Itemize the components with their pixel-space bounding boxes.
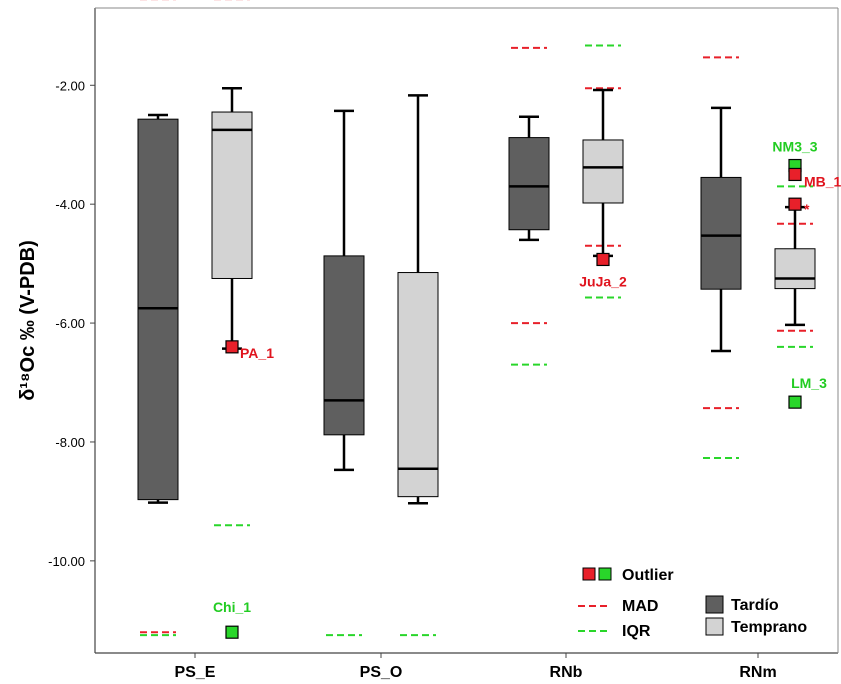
x-tick-label: PS_O (360, 664, 403, 681)
box-tardio (700, 176, 742, 290)
outlier-label: LM_3 (791, 375, 827, 391)
outlier-label: NM3_3 (772, 139, 817, 155)
outlier-point (788, 395, 802, 409)
y-tick-label: -10.00 (48, 554, 85, 569)
box-temprano (211, 111, 253, 279)
boxes (137, 87, 816, 505)
box-temprano (774, 248, 816, 290)
y-tick-label: -6.00 (55, 316, 85, 331)
x-tick-label: RNm (739, 664, 776, 681)
reference-lines (140, 0, 813, 637)
outlier-point (788, 167, 802, 182)
outlier-label: JuJa_2 (579, 273, 627, 289)
y-tick-label: -4.00 (55, 197, 85, 212)
outlier-point (225, 625, 239, 639)
outlier-label: * (804, 201, 810, 217)
box-temprano (397, 272, 439, 498)
outlier-label: PA_1 (240, 345, 274, 361)
x-tick-label: RNb (550, 664, 583, 681)
y-tick-label: -8.00 (55, 435, 85, 450)
legend-outlier-label: Outlier (622, 567, 674, 584)
axes: -2.00 -4.00 -6.00 -8.00 -10.00 δ¹⁸Oc ‰ (V-PDB… (17, 7, 839, 681)
outlier-point (225, 340, 239, 354)
box-temprano (582, 139, 624, 204)
box-tardio (508, 137, 550, 231)
legend-iqr-label: IQR (622, 623, 651, 640)
legend-temprano-label: Temprano (731, 619, 807, 636)
outlier-point (788, 197, 802, 211)
outlier-point (596, 252, 610, 267)
outlier-label: MB_1 (804, 173, 841, 189)
legend-temprano-swatch (705, 617, 724, 636)
legend: Outlier MAD IQR Tardío Temprano (578, 567, 807, 640)
outlier-label: Chi_1 (213, 599, 251, 615)
legend-tardio-swatch (705, 595, 724, 614)
legend-outlier-red-swatch (582, 567, 596, 581)
legend-mad-label: MAD (622, 598, 658, 615)
legend-outlier-green-swatch (598, 567, 612, 581)
x-tick-label: PS_E (175, 664, 216, 681)
y-tick-label: -2.00 (55, 78, 85, 93)
y-axis-label: δ¹⁸Oc ‰ (V-PDB) (17, 240, 39, 400)
box-tardio (323, 255, 365, 436)
legend-tardio-label: Tardío (731, 597, 779, 614)
outliers: PA_1 Chi_1 JuJa_2 NM3_3 MB_1 * LM_3 (213, 139, 841, 639)
